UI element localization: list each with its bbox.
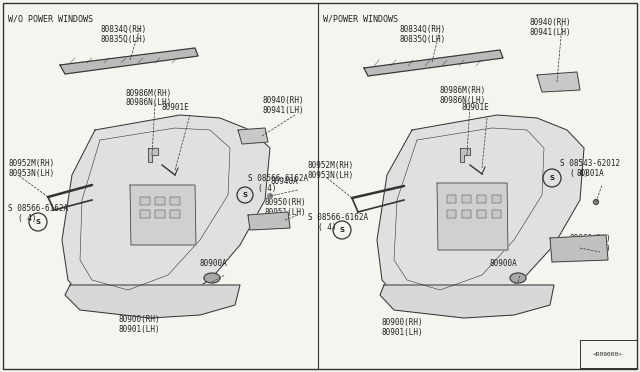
Text: 80900A: 80900A [200, 259, 228, 268]
Text: S 08566-6162A: S 08566-6162A [248, 174, 308, 183]
Bar [155, 210, 165, 218]
Text: 80952M(RH): 80952M(RH) [308, 161, 355, 170]
Bar [462, 210, 471, 218]
Bar [170, 210, 180, 218]
Ellipse shape [268, 193, 273, 199]
Text: 80961(LH): 80961(LH) [570, 244, 612, 253]
Text: 80953N(LH): 80953N(LH) [8, 169, 54, 178]
Text: 80901E: 80901E [462, 103, 490, 112]
Text: 80952M(RH): 80952M(RH) [8, 159, 54, 168]
Text: 80953N(LH): 80953N(LH) [308, 171, 355, 180]
Text: 80950(RH): 80950(RH) [265, 198, 307, 207]
Polygon shape [65, 285, 240, 318]
Bar [477, 210, 486, 218]
Text: S: S [550, 175, 554, 181]
Text: 80901(LH): 80901(LH) [382, 328, 424, 337]
Text: 80835Q(LH): 80835Q(LH) [400, 35, 446, 44]
Text: 80986M(RH): 80986M(RH) [125, 89, 172, 98]
Polygon shape [364, 50, 503, 76]
Bar [580, 340, 637, 368]
Text: 80940A: 80940A [271, 177, 299, 186]
Text: 80901E: 80901E [162, 103, 189, 112]
Bar [477, 195, 486, 203]
Polygon shape [550, 235, 608, 262]
Text: W/O POWER WINDOWS: W/O POWER WINDOWS [8, 14, 93, 23]
Bar [462, 195, 471, 203]
Polygon shape [377, 115, 584, 310]
Text: 80940(RH): 80940(RH) [263, 96, 305, 105]
Bar [155, 197, 165, 205]
Polygon shape [62, 115, 270, 310]
Polygon shape [380, 285, 554, 318]
Polygon shape [460, 148, 470, 162]
Text: 80986M(RH): 80986M(RH) [440, 86, 486, 95]
Bar [492, 195, 501, 203]
Text: 80960(RH): 80960(RH) [570, 234, 612, 243]
Text: ( 4): ( 4) [18, 214, 36, 223]
Polygon shape [437, 183, 508, 250]
Ellipse shape [593, 199, 598, 205]
Bar [140, 210, 150, 218]
Bar [140, 197, 150, 205]
Text: W/POWER WINDOWS: W/POWER WINDOWS [323, 14, 398, 23]
Polygon shape [60, 48, 198, 74]
Text: ( 4): ( 4) [258, 184, 276, 193]
Text: S 08566-6162A: S 08566-6162A [8, 204, 68, 213]
Text: ( 4): ( 4) [318, 223, 337, 232]
Text: 80835Q(LH): 80835Q(LH) [100, 35, 147, 44]
Polygon shape [537, 72, 580, 92]
Text: S: S [243, 192, 248, 198]
Ellipse shape [204, 273, 220, 283]
Text: 80901(LH): 80901(LH) [118, 325, 159, 334]
Ellipse shape [510, 273, 526, 283]
Text: 80900(RH): 80900(RH) [118, 315, 159, 324]
Text: 80900A: 80900A [490, 259, 518, 268]
Bar [170, 197, 180, 205]
Bar [447, 195, 456, 203]
Text: S 08543-62012: S 08543-62012 [560, 159, 620, 168]
Text: 80834Q(RH): 80834Q(RH) [100, 25, 147, 34]
Text: S: S [35, 219, 40, 225]
Text: 80941(LH): 80941(LH) [530, 28, 572, 37]
Polygon shape [248, 212, 290, 230]
Text: 80941(LH): 80941(LH) [263, 106, 305, 115]
Bar [492, 210, 501, 218]
Text: 80986N(LH): 80986N(LH) [125, 98, 172, 107]
Text: 80940(RH): 80940(RH) [530, 18, 572, 27]
Polygon shape [238, 128, 268, 144]
Text: 80834Q(RH): 80834Q(RH) [400, 25, 446, 34]
Text: ( 4): ( 4) [570, 169, 589, 178]
Text: S: S [339, 227, 344, 233]
Text: 80951(LH): 80951(LH) [265, 208, 307, 217]
Text: <R09000>: <R09000> [593, 352, 623, 356]
Text: 80986N(LH): 80986N(LH) [440, 96, 486, 105]
Text: S 08566-6162A: S 08566-6162A [308, 213, 368, 222]
Text: 80801A: 80801A [577, 169, 605, 178]
Polygon shape [148, 148, 158, 162]
Polygon shape [130, 185, 196, 245]
Text: 80900(RH): 80900(RH) [382, 318, 424, 327]
Bar [447, 210, 456, 218]
